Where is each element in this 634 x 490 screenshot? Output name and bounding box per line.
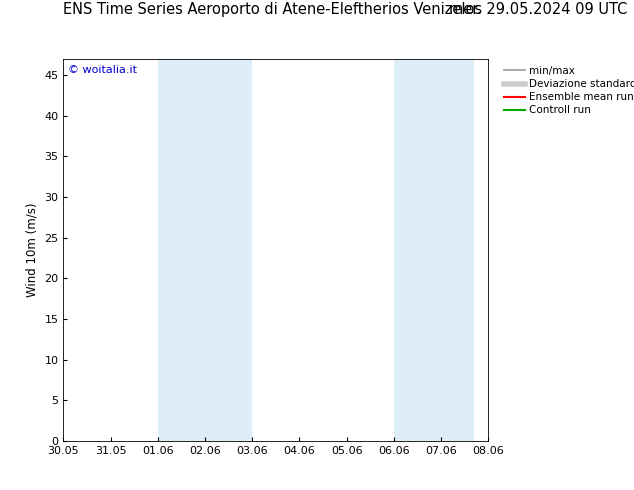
Text: ENS Time Series Aeroporto di Atene-Eleftherios Venizelos: ENS Time Series Aeroporto di Atene-Eleft… xyxy=(63,2,482,17)
Y-axis label: Wind 10m (m/s): Wind 10m (m/s) xyxy=(26,203,39,297)
Bar xyxy=(394,59,441,441)
Legend: min/max, Deviazione standard, Ensemble mean run, Controll run: min/max, Deviazione standard, Ensemble m… xyxy=(502,64,634,118)
Text: mer. 29.05.2024 09 UTC: mer. 29.05.2024 09 UTC xyxy=(450,2,628,17)
Text: © woitalia.it: © woitalia.it xyxy=(68,65,137,74)
Bar xyxy=(158,59,205,441)
Bar xyxy=(205,59,252,441)
Bar xyxy=(441,59,474,441)
